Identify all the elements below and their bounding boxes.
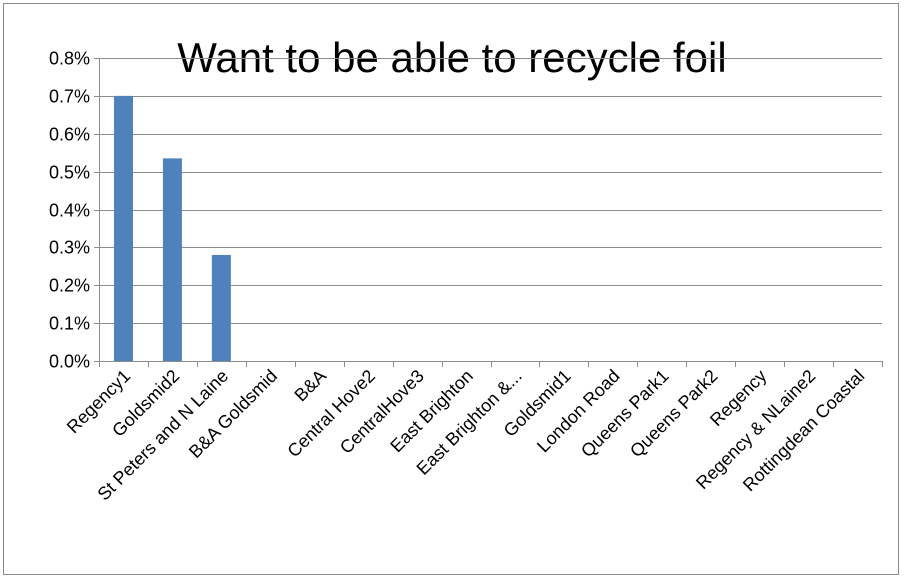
axes: [94, 58, 883, 367]
y-tick-labels: 0.0% 0.1% 0.2% 0.3% 0.4% 0.5% 0.6% 0.7% 0.8%: [49, 49, 90, 372]
bar: [162, 158, 182, 361]
y-tick-label: 0.4%: [49, 201, 90, 221]
bar: [211, 254, 231, 361]
chart-plot: 0.0% 0.1% 0.2% 0.3% 0.4% 0.5% 0.6% 0.7% 0.8% Reg…: [49, 49, 883, 505]
chart-title: Want to be able to recycle foil: [177, 34, 727, 81]
y-tick-label: 0.8%: [49, 49, 90, 69]
y-tick-label: 0.1%: [49, 314, 90, 334]
y-tick-label: 0.0%: [49, 352, 90, 372]
chart-frame: Want to be able to recycle foil 0.0% 0.1%…: [3, 3, 899, 575]
x-tick-label: B&A Goldsmid: [185, 366, 281, 462]
y-tick-label: 0.7%: [49, 87, 90, 107]
y-tick-label: 0.3%: [49, 238, 90, 258]
bar: [113, 95, 133, 361]
y-tick-label: 0.6%: [49, 125, 90, 145]
y-tick-label: 0.2%: [49, 276, 90, 296]
y-tick-label: 0.5%: [49, 163, 90, 183]
bars: [113, 95, 231, 361]
x-tick-label: B&A: [290, 366, 330, 406]
